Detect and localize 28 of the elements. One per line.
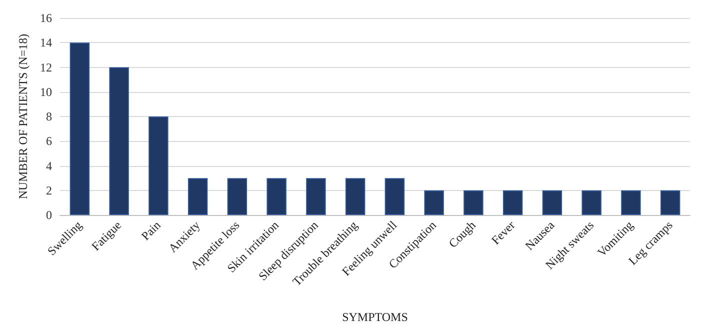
bar	[621, 190, 641, 215]
y-tick-label: 6	[46, 134, 52, 148]
y-tick-label: 16	[40, 11, 52, 25]
bar	[188, 178, 208, 215]
y-tick-label: 8	[46, 110, 52, 124]
y-tick-label: 14	[40, 36, 52, 50]
y-tick-label: 4	[46, 158, 52, 173]
bar	[345, 178, 366, 215]
bar	[109, 67, 129, 215]
bar	[384, 178, 405, 215]
bar	[542, 190, 562, 215]
bar	[660, 190, 680, 215]
bar	[464, 190, 484, 215]
bar	[502, 190, 523, 215]
x-axis-title: SYMPTOMS	[342, 310, 408, 324]
bar	[148, 116, 168, 215]
y-axis-title: NUMBER OF PATIENTS (N=18)	[16, 34, 30, 200]
y-tick-label: 2	[46, 183, 52, 198]
y-tick-label: 10	[40, 84, 52, 99]
y-tick-label: 0	[46, 208, 52, 222]
y-tick-label: 12	[40, 60, 52, 74]
bar	[424, 190, 444, 215]
bar	[582, 190, 602, 215]
bar	[227, 178, 248, 215]
bar	[70, 42, 90, 215]
bar	[266, 178, 286, 215]
x-tick-label: Pain	[138, 218, 164, 244]
bar	[306, 178, 326, 215]
